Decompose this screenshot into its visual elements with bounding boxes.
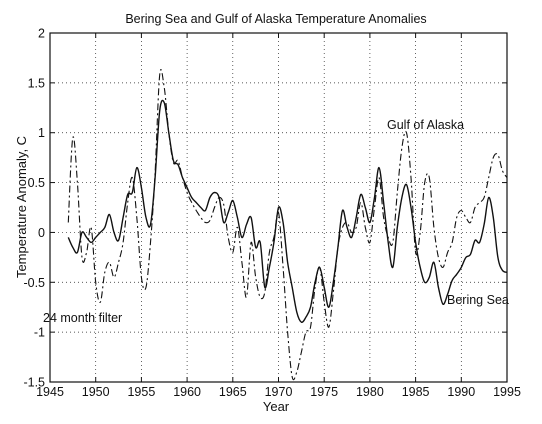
x-tick-label-1975: 1975 (310, 385, 338, 399)
axis-ticks (49, 32, 508, 383)
x-tick-label-1955: 1955 (127, 385, 155, 399)
y-tick-label-0: 0 (38, 226, 45, 240)
y-tick-label-1.5: 1.5 (28, 76, 45, 90)
y-tick-label-2: 2 (38, 27, 45, 41)
y-tick-label--1.5: -1.5 (23, 376, 45, 390)
y-axis-label: Temperature Anomaly, C (14, 136, 29, 278)
y-tick-label--0.5: -0.5 (23, 276, 45, 290)
y-tick-label--1: -1 (34, 326, 45, 340)
x-tick-label-1950: 1950 (82, 385, 110, 399)
annotation-gulf-of-alaska: Gulf of Alaska (387, 118, 464, 132)
annotation-24-month-filter: 24 month filter (43, 311, 122, 325)
series-group (67, 69, 508, 381)
chart-title: Bering Sea and Gulf of Alaska Temperatur… (125, 12, 426, 26)
x-tick-label-1985: 1985 (402, 385, 430, 399)
x-tick-label-1960: 1960 (173, 385, 201, 399)
series-line-gulf-of-alaska (67, 69, 508, 381)
x-axis-label: Year (263, 399, 290, 414)
y-tick-label-0.5: 0.5 (28, 176, 45, 190)
annotation-bering-sea: Bering Sea (447, 293, 509, 307)
series-line-bering-sea (67, 99, 508, 324)
x-tick-label-1965: 1965 (219, 385, 247, 399)
gridlines (50, 33, 507, 382)
x-tick-label-1970: 1970 (265, 385, 293, 399)
x-tick-label-1990: 1990 (447, 385, 475, 399)
tick-labels: 1945 1950 1955 1960 1965 1970 1975 1980 1985 1990… (23, 27, 520, 400)
x-tick-label-1995: 1995 (493, 385, 521, 399)
x-tick-label-1980: 1980 (356, 385, 384, 399)
x-tick-label-1945: 1945 (36, 385, 64, 399)
y-tick-label-1: 1 (38, 126, 45, 140)
